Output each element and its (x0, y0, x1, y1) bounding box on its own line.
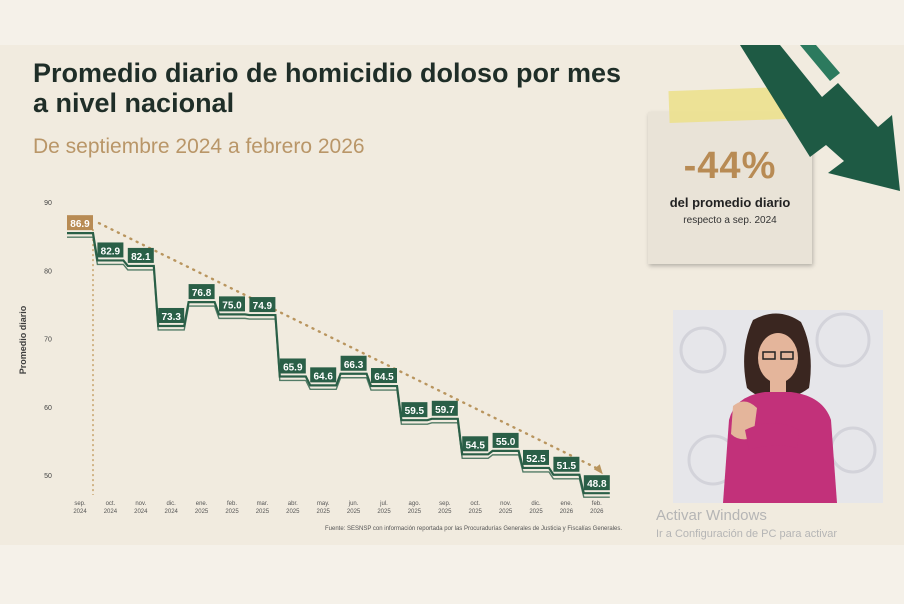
x-tick-label-year: 2026 (560, 509, 574, 515)
x-tick-label-month: sep. (439, 501, 451, 507)
x-tick-label-month: jun. (348, 501, 359, 507)
callout-percent: -44% (683, 145, 777, 187)
y-tick-label: 90 (44, 200, 52, 207)
y-tick-label: 70 (44, 337, 52, 344)
data-point-box (97, 242, 124, 258)
x-tick-label-year: 2024 (104, 509, 118, 515)
data-point-box (371, 368, 397, 384)
x-tick-label-year: 2025 (469, 509, 483, 515)
x-tick-label-month: ene. (196, 501, 208, 507)
data-point-box (401, 402, 428, 418)
data-point-box (583, 475, 610, 491)
x-tick-label-month: mar. (257, 501, 269, 507)
x-tick-label-month: nov. (500, 501, 511, 507)
x-tick-label-month: feb. (592, 501, 602, 507)
x-tick-label-month: oct. (470, 501, 480, 507)
trend-dotted-line (97, 221, 600, 471)
data-point-box (188, 284, 215, 300)
chart-subtitle: De septiembre 2024 a febrero 2026 (33, 135, 365, 158)
data-point-box (158, 307, 185, 323)
data-point-box (67, 215, 93, 231)
source-note: Fuente: SESNSP con información reportada… (325, 526, 623, 532)
down-trend-arrow-icon (740, 45, 900, 191)
watermark-subtitle: Ir a Configuración de PC para activar (656, 528, 837, 540)
x-tick-label-year: 2025 (195, 509, 209, 515)
data-label: 59.5 (405, 406, 425, 417)
top-band (0, 0, 904, 45)
x-tick-label-year: 2024 (73, 509, 87, 515)
x-tick-label-year: 2025 (256, 509, 270, 515)
y-tick-label: 80 (44, 268, 52, 275)
data-point-box (462, 436, 489, 452)
data-point-box (431, 400, 458, 416)
callout-line2: respecto a sep. 2024 (683, 215, 777, 226)
data-label: 55.0 (496, 437, 516, 448)
x-tick-label-year: 2025 (317, 509, 331, 515)
data-label: 64.6 (313, 371, 333, 382)
data-label: 66.3 (344, 360, 364, 371)
callout-line1: del promedio diario (669, 195, 791, 210)
data-point-box (553, 456, 580, 472)
data-label: 64.5 (374, 372, 394, 383)
x-tick-label-month: oct. (106, 501, 116, 507)
data-point-box (523, 449, 549, 465)
x-tick-label-month: feb. (227, 501, 237, 507)
watermark-title: Activar Windows (656, 507, 767, 524)
data-label: 86.9 (70, 219, 90, 230)
x-tick-label-month: dic. (167, 501, 177, 507)
step-series-line-secondary (67, 236, 610, 498)
chart-title: Promedio diario de homicidio doloso por … (33, 58, 622, 118)
trend-arrowhead (593, 464, 603, 475)
data-label: 74.9 (253, 301, 273, 312)
data-point-box (219, 296, 245, 312)
x-tick-label-year: 2026 (590, 509, 604, 515)
x-tick-label-year: 2025 (408, 509, 422, 515)
data-label: 65.9 (283, 362, 303, 373)
x-tick-label-month: may. (317, 501, 330, 507)
x-tick-label-year: 2024 (134, 509, 148, 515)
data-point-box (249, 297, 276, 313)
y-tick-label: 50 (44, 473, 52, 480)
data-label: 76.8 (192, 288, 212, 299)
x-tick-label-year: 2025 (347, 509, 361, 515)
data-label: 59.7 (435, 405, 455, 416)
data-label: 75.0 (222, 300, 242, 311)
data-label: 52.5 (526, 454, 546, 465)
x-tick-label-month: ago. (409, 501, 421, 507)
data-label: 82.1 (131, 252, 151, 263)
data-label: 54.5 (465, 440, 485, 451)
data-point-box (310, 367, 337, 383)
x-tick-label-year: 2025 (286, 509, 300, 515)
interpreter-image (673, 310, 883, 503)
bottom-band (0, 545, 904, 604)
data-point-box (279, 358, 306, 374)
x-tick-label-year: 2025 (499, 509, 513, 515)
x-tick-label-month: abr. (288, 501, 298, 507)
y-tick-label: 60 (44, 405, 52, 412)
x-tick-label-month: jul. (379, 501, 388, 507)
x-tick-label-year: 2025 (529, 509, 543, 515)
data-point-box (127, 247, 154, 263)
x-tick-label-month: dic. (531, 501, 541, 507)
x-tick-label-year: 2025 (377, 509, 391, 515)
x-tick-label-month: sep. (74, 501, 86, 507)
sign-language-video (673, 310, 883, 503)
x-tick-label-year: 2024 (165, 509, 179, 515)
x-tick-label-month: ene. (561, 501, 573, 507)
x-tick-label-year: 2025 (438, 509, 452, 515)
x-tick-label-year: 2025 (225, 509, 239, 515)
data-label: 82.9 (101, 246, 121, 257)
data-label: 48.8 (587, 479, 607, 490)
data-point-box (340, 355, 367, 371)
callout-card (648, 112, 812, 264)
x-tick-label-month: nov. (135, 501, 146, 507)
data-label: 51.5 (557, 461, 577, 472)
data-point-box (492, 432, 519, 448)
data-label: 73.3 (161, 312, 181, 323)
